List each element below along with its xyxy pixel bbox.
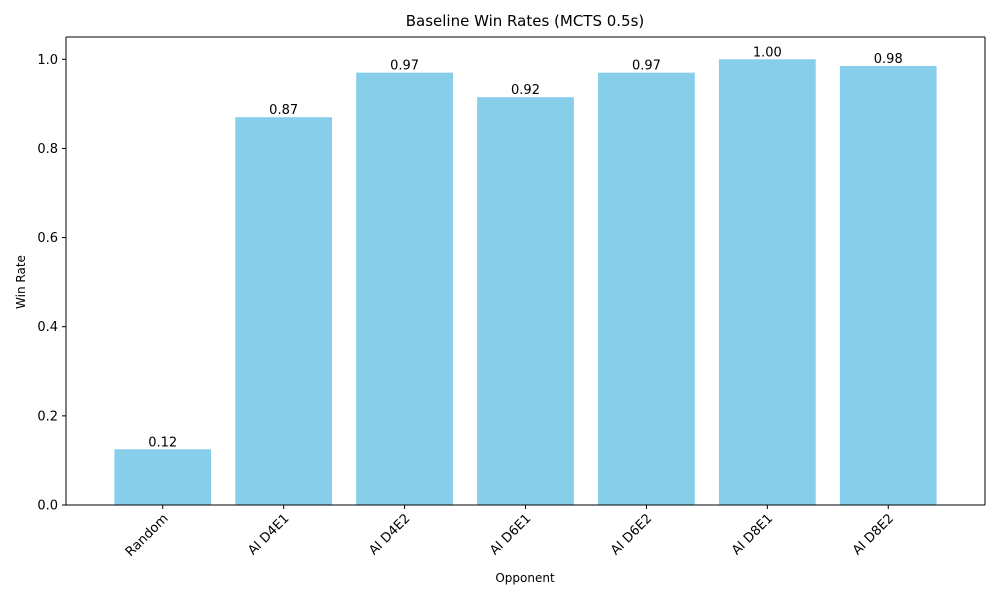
y-axis-label: Win Rate xyxy=(14,255,28,309)
x-tick-label: AI D6E2 xyxy=(608,511,655,558)
x-tick-label: Random xyxy=(123,511,172,560)
bar-value-label: 1.00 xyxy=(753,45,782,60)
value-labels-layer: 0.12 0.87 0.97 0.92 0.97 1.00 0.98 xyxy=(148,45,902,450)
bar-ai-d4e1 xyxy=(235,117,333,505)
y-tick-label: 0.8 xyxy=(37,142,58,157)
x-tick-label: AI D8E2 xyxy=(850,511,897,558)
x-tick-label: AI D4E1 xyxy=(245,511,292,558)
x-axis-label: Opponent xyxy=(495,571,555,585)
x-tick-label: AI D6E1 xyxy=(487,511,534,558)
x-tick-label: AI D8E1 xyxy=(729,511,776,558)
bars-layer xyxy=(114,59,937,506)
chart-title: Baseline Win Rates (MCTS 0.5s) xyxy=(406,12,645,30)
y-tick-label: 0.0 xyxy=(37,499,58,514)
bar-value-label: 0.92 xyxy=(511,83,540,98)
bar-random xyxy=(114,449,212,505)
x-axis-ticks: Random AI D4E1 AI D4E2 AI D6E1 AI D6E2 AI D8E… xyxy=(123,505,897,560)
bar-value-label: 0.98 xyxy=(874,52,903,67)
bar-ai-d8e1 xyxy=(718,59,816,506)
bar-value-label: 0.12 xyxy=(148,435,177,450)
y-tick-label: 0.6 xyxy=(37,231,58,246)
bar-ai-d6e2 xyxy=(598,72,695,506)
y-tick-label: 0.4 xyxy=(37,320,58,335)
bar-value-label: 0.97 xyxy=(632,59,661,74)
bar-value-label: 0.97 xyxy=(390,59,419,74)
bar-value-label: 0.87 xyxy=(269,103,298,118)
x-tick-label: AI D4E2 xyxy=(366,511,413,558)
y-tick-label: 1.0 xyxy=(37,53,58,68)
bar-ai-d8e2 xyxy=(839,65,937,505)
y-tick-label: 0.2 xyxy=(37,409,58,424)
bar-ai-d6e1 xyxy=(477,97,574,506)
y-axis-ticks: 0.0 0.2 0.4 0.6 0.8 1.0 xyxy=(37,53,66,514)
bar-ai-d4e2 xyxy=(356,72,453,506)
